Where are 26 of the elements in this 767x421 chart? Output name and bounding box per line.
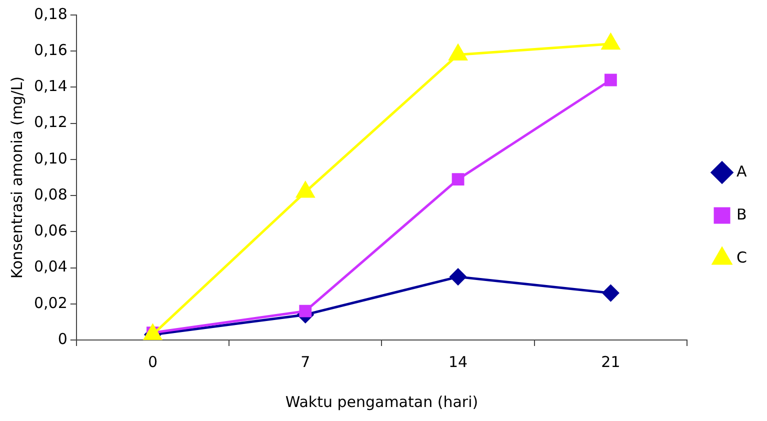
- y-tick-label: 0,18: [34, 4, 68, 23]
- point: [602, 284, 619, 302]
- y-tick-label: 0,14: [34, 77, 68, 96]
- legend-label: C: [736, 248, 748, 266]
- y-tick-label: 0,02: [34, 294, 68, 312]
- y-tick-label: 0,12: [34, 113, 68, 132]
- y-tick-label: 0,04: [34, 258, 68, 276]
- x-tick-label: 14: [448, 352, 468, 371]
- y-tick-label: 0,08: [34, 185, 68, 204]
- point: [602, 34, 620, 50]
- x-tick-label: 21: [601, 352, 620, 371]
- point: [450, 268, 466, 286]
- y-tick-label: 0,16: [34, 41, 68, 59]
- x-axis-title: Waktu pengamatan (hari): [285, 392, 478, 411]
- y-tick-label: 0,10: [34, 149, 68, 168]
- point: [448, 44, 468, 60]
- legend-label: B: [736, 205, 747, 224]
- y-axis-title: Konsentrasi amonia (mg/L): [8, 76, 26, 279]
- point: [299, 304, 312, 318]
- point: [296, 182, 314, 198]
- y-tick-label: 0: [58, 330, 68, 348]
- x-tick-label: 0: [148, 352, 158, 371]
- x-tick-label: 7: [300, 352, 310, 371]
- y-tick-label: 0,06: [34, 222, 68, 240]
- legend-label: A: [736, 162, 748, 180]
- point: [452, 173, 464, 186]
